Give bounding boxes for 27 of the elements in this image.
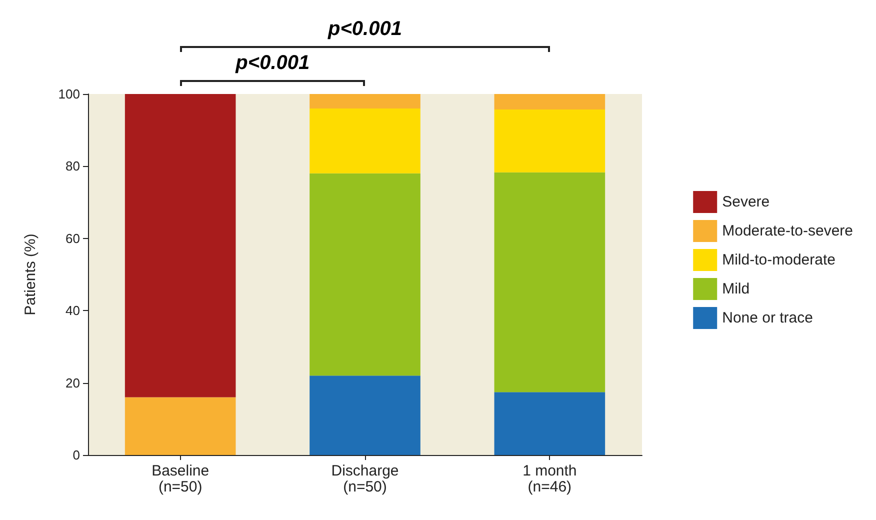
text: p<0.001 [234, 52, 311, 75]
x-tick-label: Baseline (n=50) [152, 462, 210, 496]
legend-label: Mild [722, 280, 750, 298]
bar [124, 397, 236, 455]
y-tick-label: 60 [66, 230, 80, 246]
y-tick-label: 40 [66, 303, 80, 318]
bar [494, 110, 606, 172]
bar [494, 172, 606, 392]
y-tick-label: 0 [72, 448, 80, 462]
x-tick-label: Discharge (n=50) [331, 462, 399, 496]
legend-label: Moderate-to-severe [722, 222, 854, 240]
legend-label: Severe [722, 194, 770, 210]
bar [310, 173, 420, 376]
y-tick-label: 20 [66, 375, 80, 390]
y-axis-title: Patients (%) [22, 234, 39, 316]
legend-label: None or trace [722, 310, 813, 326]
bar [494, 94, 606, 110]
text: p<0.001 [326, 18, 403, 41]
bar [124, 94, 236, 398]
bar [310, 94, 420, 108]
bar [310, 376, 420, 455]
bar [310, 108, 420, 174]
x-tick-label: 1 month (n=46) [522, 462, 577, 496]
y-tick-label: 100 [58, 86, 80, 102]
bar [494, 392, 606, 455]
legend-label: Mild-to-moderate [722, 252, 836, 268]
y-tick-label: 80 [66, 158, 80, 174]
